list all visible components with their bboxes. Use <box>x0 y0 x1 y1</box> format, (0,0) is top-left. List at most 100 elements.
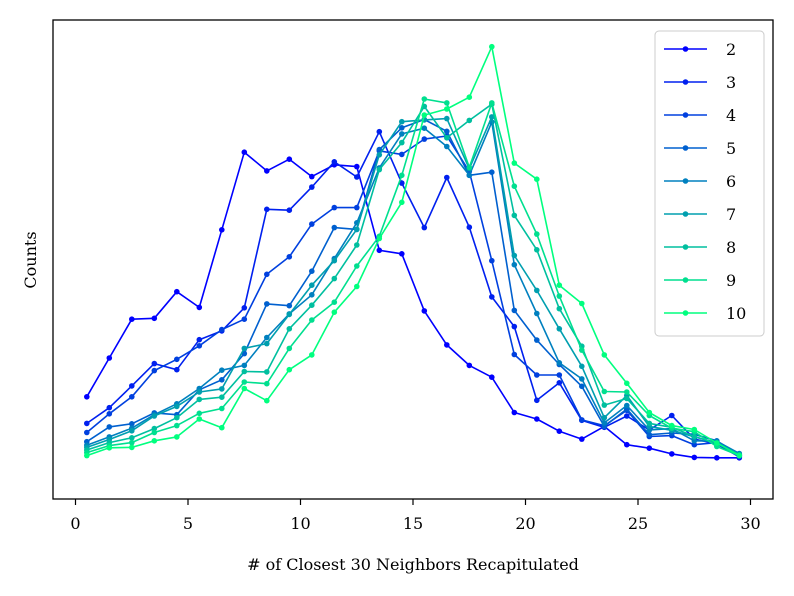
data-point <box>174 414 180 421</box>
data-point <box>624 380 630 387</box>
data-point <box>174 422 180 429</box>
data-point <box>421 96 428 102</box>
data-point <box>241 316 248 323</box>
data-point <box>714 455 720 461</box>
legend-marker-5 <box>682 145 689 151</box>
data-point <box>309 352 315 358</box>
legend-label-7: 7 <box>726 205 736 224</box>
series-layer <box>84 43 743 461</box>
data-point <box>601 420 608 426</box>
data-point <box>601 414 608 421</box>
data-point <box>129 444 135 451</box>
data-point <box>624 441 630 448</box>
data-point <box>219 394 225 401</box>
data-point <box>444 100 450 106</box>
series-line-3 <box>86 130 740 458</box>
data-point <box>691 433 698 440</box>
data-point <box>691 441 698 448</box>
data-point <box>241 379 248 385</box>
data-point <box>354 163 360 170</box>
data-point <box>219 377 225 383</box>
data-point <box>376 128 383 135</box>
data-point <box>534 231 540 237</box>
data-point <box>196 396 203 403</box>
data-point <box>264 380 270 387</box>
data-point <box>309 173 315 180</box>
series-line-10 <box>86 45 740 457</box>
data-point <box>174 288 180 295</box>
data-point <box>309 292 315 298</box>
data-point <box>624 413 630 419</box>
data-point <box>376 152 383 158</box>
legend-frame <box>654 30 765 337</box>
legend-label-3: 3 <box>726 73 736 92</box>
data-point <box>624 402 630 409</box>
legend-label-5: 5 <box>726 139 736 158</box>
series-line-4 <box>86 135 740 458</box>
data-point <box>174 403 180 410</box>
data-point <box>399 118 405 125</box>
data-point <box>421 112 428 118</box>
data-point <box>556 380 563 386</box>
data-point <box>534 176 540 182</box>
data-point <box>219 227 225 233</box>
data-point <box>129 394 135 400</box>
data-point <box>151 425 158 432</box>
data-point <box>286 207 293 213</box>
data-point <box>579 383 585 390</box>
data-point <box>399 139 405 146</box>
legend-marker-9 <box>682 277 689 283</box>
data-point <box>399 172 405 179</box>
data-point <box>624 389 630 395</box>
legend-marker-6 <box>682 178 689 184</box>
data-point <box>511 160 518 166</box>
data-point <box>421 125 428 131</box>
data-point <box>309 221 315 227</box>
data-point <box>376 247 383 254</box>
data-point <box>646 445 653 452</box>
data-point <box>129 439 135 446</box>
data-point <box>421 308 428 314</box>
data-point <box>444 128 450 135</box>
data-point <box>219 424 225 431</box>
data-point <box>84 452 90 459</box>
data-point <box>219 405 225 412</box>
data-point <box>444 135 450 141</box>
data-point <box>264 206 270 213</box>
data-point <box>556 428 563 435</box>
data-point <box>151 367 158 374</box>
data-point <box>264 340 270 347</box>
data-point <box>736 452 743 459</box>
x-tick-label: 20 <box>515 514 535 533</box>
data-point <box>331 224 338 231</box>
data-point <box>219 326 225 333</box>
data-point <box>219 367 225 374</box>
data-point <box>466 117 473 124</box>
data-point <box>331 275 338 282</box>
data-point <box>444 115 450 122</box>
data-point <box>174 434 180 440</box>
data-point <box>399 131 405 137</box>
data-point <box>331 299 338 306</box>
data-point <box>106 404 113 411</box>
data-point <box>151 360 158 367</box>
data-point <box>579 300 585 307</box>
data-point <box>691 426 698 433</box>
x-tick-label: 30 <box>740 514 760 533</box>
data-point <box>444 143 450 150</box>
data-point <box>106 355 113 361</box>
data-point <box>399 251 405 257</box>
legend-marker-3 <box>682 79 689 85</box>
x-axis: 0 5 10 15 20 25 30 <box>70 499 761 533</box>
data-point <box>331 309 338 316</box>
data-point <box>106 445 113 451</box>
data-point <box>399 180 405 186</box>
data-point <box>196 343 203 349</box>
data-point <box>444 342 450 348</box>
data-point <box>264 369 270 375</box>
data-point <box>331 257 338 264</box>
legend-label-6: 6 <box>726 172 736 191</box>
data-point <box>196 389 203 395</box>
series-line-2 <box>86 151 740 459</box>
